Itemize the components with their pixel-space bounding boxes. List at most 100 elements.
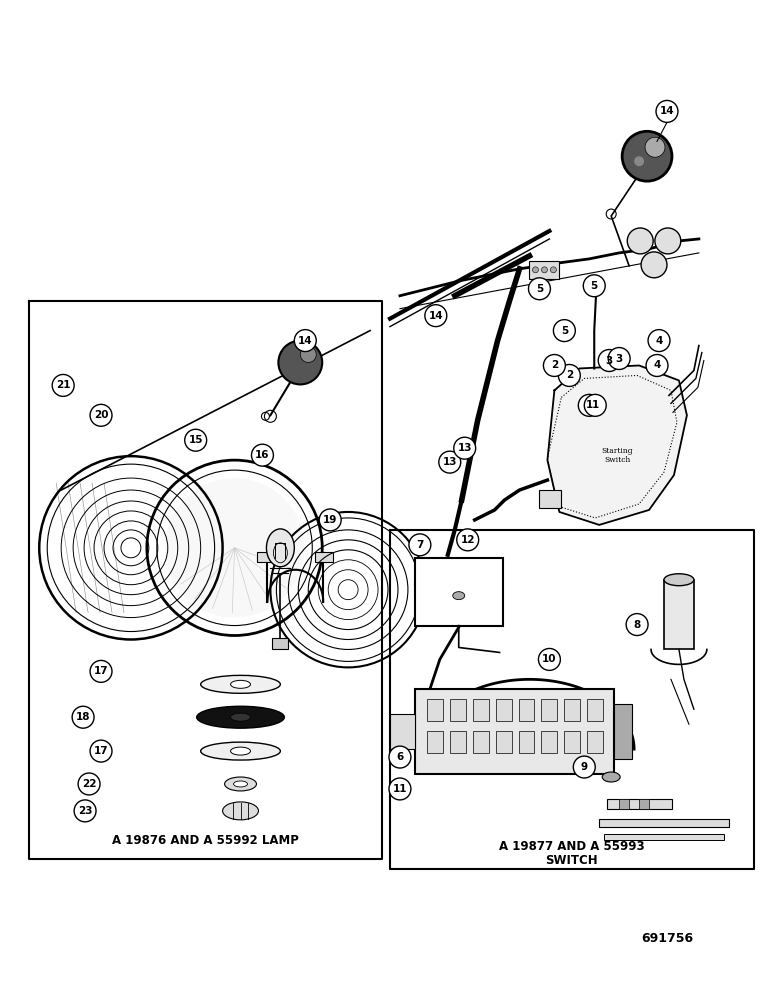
- Circle shape: [438, 451, 461, 473]
- Circle shape: [409, 534, 431, 556]
- Circle shape: [74, 800, 96, 822]
- Circle shape: [584, 275, 605, 297]
- Text: SWITCH: SWITCH: [546, 854, 598, 867]
- Circle shape: [454, 437, 476, 459]
- Bar: [587, 699, 603, 721]
- Bar: [390, 714, 415, 749]
- Ellipse shape: [602, 772, 620, 782]
- Bar: [604, 834, 724, 840]
- Circle shape: [252, 444, 273, 466]
- Text: 13: 13: [458, 443, 472, 453]
- Bar: [564, 699, 581, 721]
- Bar: [541, 731, 557, 753]
- Ellipse shape: [201, 742, 280, 760]
- Ellipse shape: [664, 574, 694, 586]
- Text: 4: 4: [655, 336, 662, 346]
- Circle shape: [389, 778, 411, 800]
- Circle shape: [294, 330, 317, 352]
- Circle shape: [554, 320, 575, 342]
- Circle shape: [574, 756, 595, 778]
- Ellipse shape: [225, 777, 256, 791]
- Text: 4: 4: [653, 360, 661, 370]
- Circle shape: [389, 746, 411, 768]
- Bar: [258, 552, 276, 562]
- Circle shape: [622, 131, 672, 181]
- Bar: [564, 731, 581, 753]
- Text: 691756: 691756: [641, 932, 693, 945]
- Text: 14: 14: [298, 336, 313, 346]
- Text: 10: 10: [542, 654, 557, 664]
- Circle shape: [578, 394, 600, 416]
- Text: 7: 7: [416, 540, 424, 550]
- Circle shape: [457, 529, 479, 551]
- Circle shape: [550, 267, 557, 273]
- Bar: [540, 490, 561, 508]
- Text: 17: 17: [93, 746, 108, 756]
- Text: 1: 1: [586, 400, 593, 410]
- Text: 2: 2: [566, 370, 573, 380]
- Text: 14: 14: [428, 311, 443, 321]
- Bar: [519, 699, 534, 721]
- Bar: [541, 699, 557, 721]
- Bar: [496, 699, 512, 721]
- Ellipse shape: [231, 713, 250, 721]
- Circle shape: [591, 284, 598, 292]
- Circle shape: [541, 267, 547, 273]
- Text: 9: 9: [581, 762, 587, 772]
- Text: Starting
Switch: Starting Switch: [601, 447, 633, 464]
- Circle shape: [52, 374, 74, 396]
- Bar: [415, 689, 615, 774]
- Text: 22: 22: [82, 779, 96, 789]
- Circle shape: [279, 341, 322, 384]
- Text: 2: 2: [550, 360, 558, 370]
- Circle shape: [538, 648, 560, 670]
- Circle shape: [164, 478, 304, 618]
- Text: 14: 14: [659, 106, 674, 116]
- Circle shape: [185, 429, 207, 451]
- Text: 6: 6: [396, 752, 404, 762]
- Circle shape: [608, 348, 630, 369]
- Text: 17: 17: [93, 666, 108, 676]
- Text: 15: 15: [188, 435, 203, 445]
- Bar: [587, 731, 603, 753]
- Bar: [639, 799, 649, 809]
- Bar: [427, 731, 443, 753]
- Bar: [496, 731, 512, 753]
- Bar: [450, 731, 466, 753]
- Bar: [619, 799, 629, 809]
- Bar: [472, 731, 489, 753]
- Circle shape: [72, 706, 94, 728]
- Bar: [472, 699, 489, 721]
- Circle shape: [529, 278, 550, 300]
- Text: 19: 19: [323, 515, 337, 525]
- Circle shape: [533, 267, 538, 273]
- Circle shape: [90, 660, 112, 682]
- Polygon shape: [547, 365, 687, 525]
- Circle shape: [543, 355, 565, 376]
- Text: 8: 8: [634, 620, 641, 630]
- Circle shape: [300, 347, 317, 362]
- Ellipse shape: [234, 781, 248, 787]
- Text: 23: 23: [78, 806, 93, 816]
- Circle shape: [90, 404, 112, 426]
- Bar: [519, 731, 534, 753]
- Circle shape: [656, 100, 678, 122]
- Bar: [530, 261, 560, 279]
- Text: A 19877 AND A 55993: A 19877 AND A 55993: [499, 840, 645, 853]
- Bar: [415, 558, 503, 626]
- Circle shape: [628, 228, 653, 254]
- Text: 11: 11: [393, 784, 407, 794]
- Bar: [427, 699, 443, 721]
- Text: A 19876 AND A 55992 LAMP: A 19876 AND A 55992 LAMP: [112, 834, 299, 847]
- Bar: [664, 580, 694, 649]
- Bar: [315, 552, 334, 562]
- Circle shape: [641, 252, 667, 278]
- Circle shape: [646, 355, 668, 376]
- Bar: [273, 638, 289, 649]
- Ellipse shape: [231, 747, 250, 755]
- Circle shape: [425, 305, 447, 327]
- Circle shape: [584, 394, 606, 416]
- Text: 3: 3: [605, 356, 613, 366]
- Text: 5: 5: [560, 326, 568, 336]
- Circle shape: [320, 509, 341, 531]
